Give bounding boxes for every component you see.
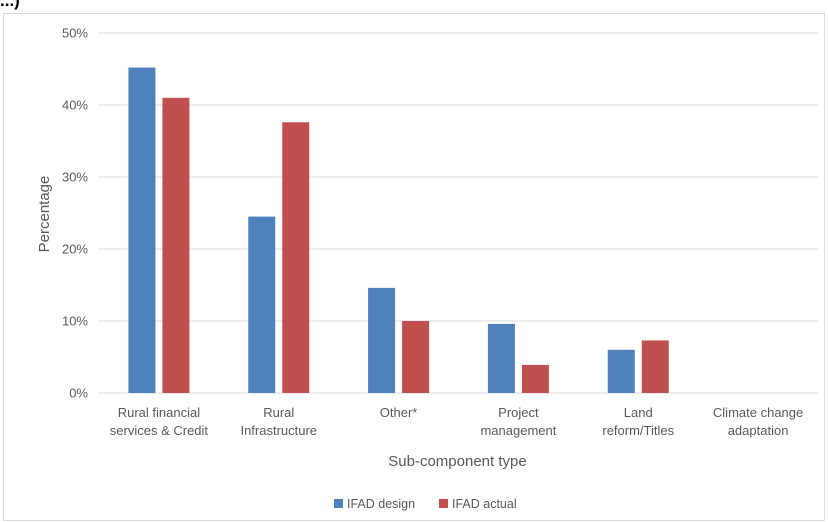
- x-tick-label: Climate change adaptation: [713, 405, 803, 438]
- y-tick-label: 40%: [62, 98, 88, 113]
- y-axis-ticks: 0% 10% 20% 30% 40% 50%: [62, 26, 88, 401]
- legend-label: IFAD design: [347, 497, 415, 511]
- bar-ifad-design: [128, 67, 156, 393]
- y-tick-label: 30%: [62, 170, 88, 185]
- x-tick-label: Rural Infrastructure: [240, 405, 317, 438]
- gridlines: [99, 32, 818, 394]
- legend: IFAD design IFAD actual: [334, 497, 517, 511]
- bar-ifad-design: [368, 287, 396, 393]
- x-axis-ticks: Rural financial services & Credit Rural Inf…: [110, 405, 803, 438]
- legend-swatch: [334, 499, 343, 508]
- x-tick-label: Project management: [480, 405, 556, 438]
- clipped-title-fragment: ...): [0, 0, 20, 10]
- y-tick-label: 0%: [69, 386, 88, 401]
- y-tick-label: 10%: [62, 314, 88, 329]
- bars: [128, 67, 669, 394]
- bar-ifad-actual: [282, 122, 310, 393]
- x-tick-label: Rural financial services & Credit: [110, 405, 209, 438]
- bar-ifad-actual: [641, 340, 669, 393]
- bar-ifad-design: [487, 323, 515, 393]
- y-tick-label: 50%: [62, 26, 88, 41]
- bar-ifad-design: [607, 349, 635, 393]
- bar-ifad-actual: [402, 321, 430, 393]
- x-tick-label: Other*: [380, 405, 418, 420]
- x-tick-label: Land reform/Titles: [602, 405, 674, 438]
- bar-ifad-actual: [162, 97, 190, 394]
- legend-label: IFAD actual: [452, 497, 517, 511]
- legend-swatch: [439, 499, 448, 508]
- x-axis-title: Sub-component type: [388, 453, 526, 470]
- y-axis-title: Percentage: [36, 176, 53, 253]
- bar-ifad-design: [248, 216, 276, 393]
- y-tick-label: 20%: [62, 242, 88, 257]
- bar-ifad-actual: [521, 364, 549, 393]
